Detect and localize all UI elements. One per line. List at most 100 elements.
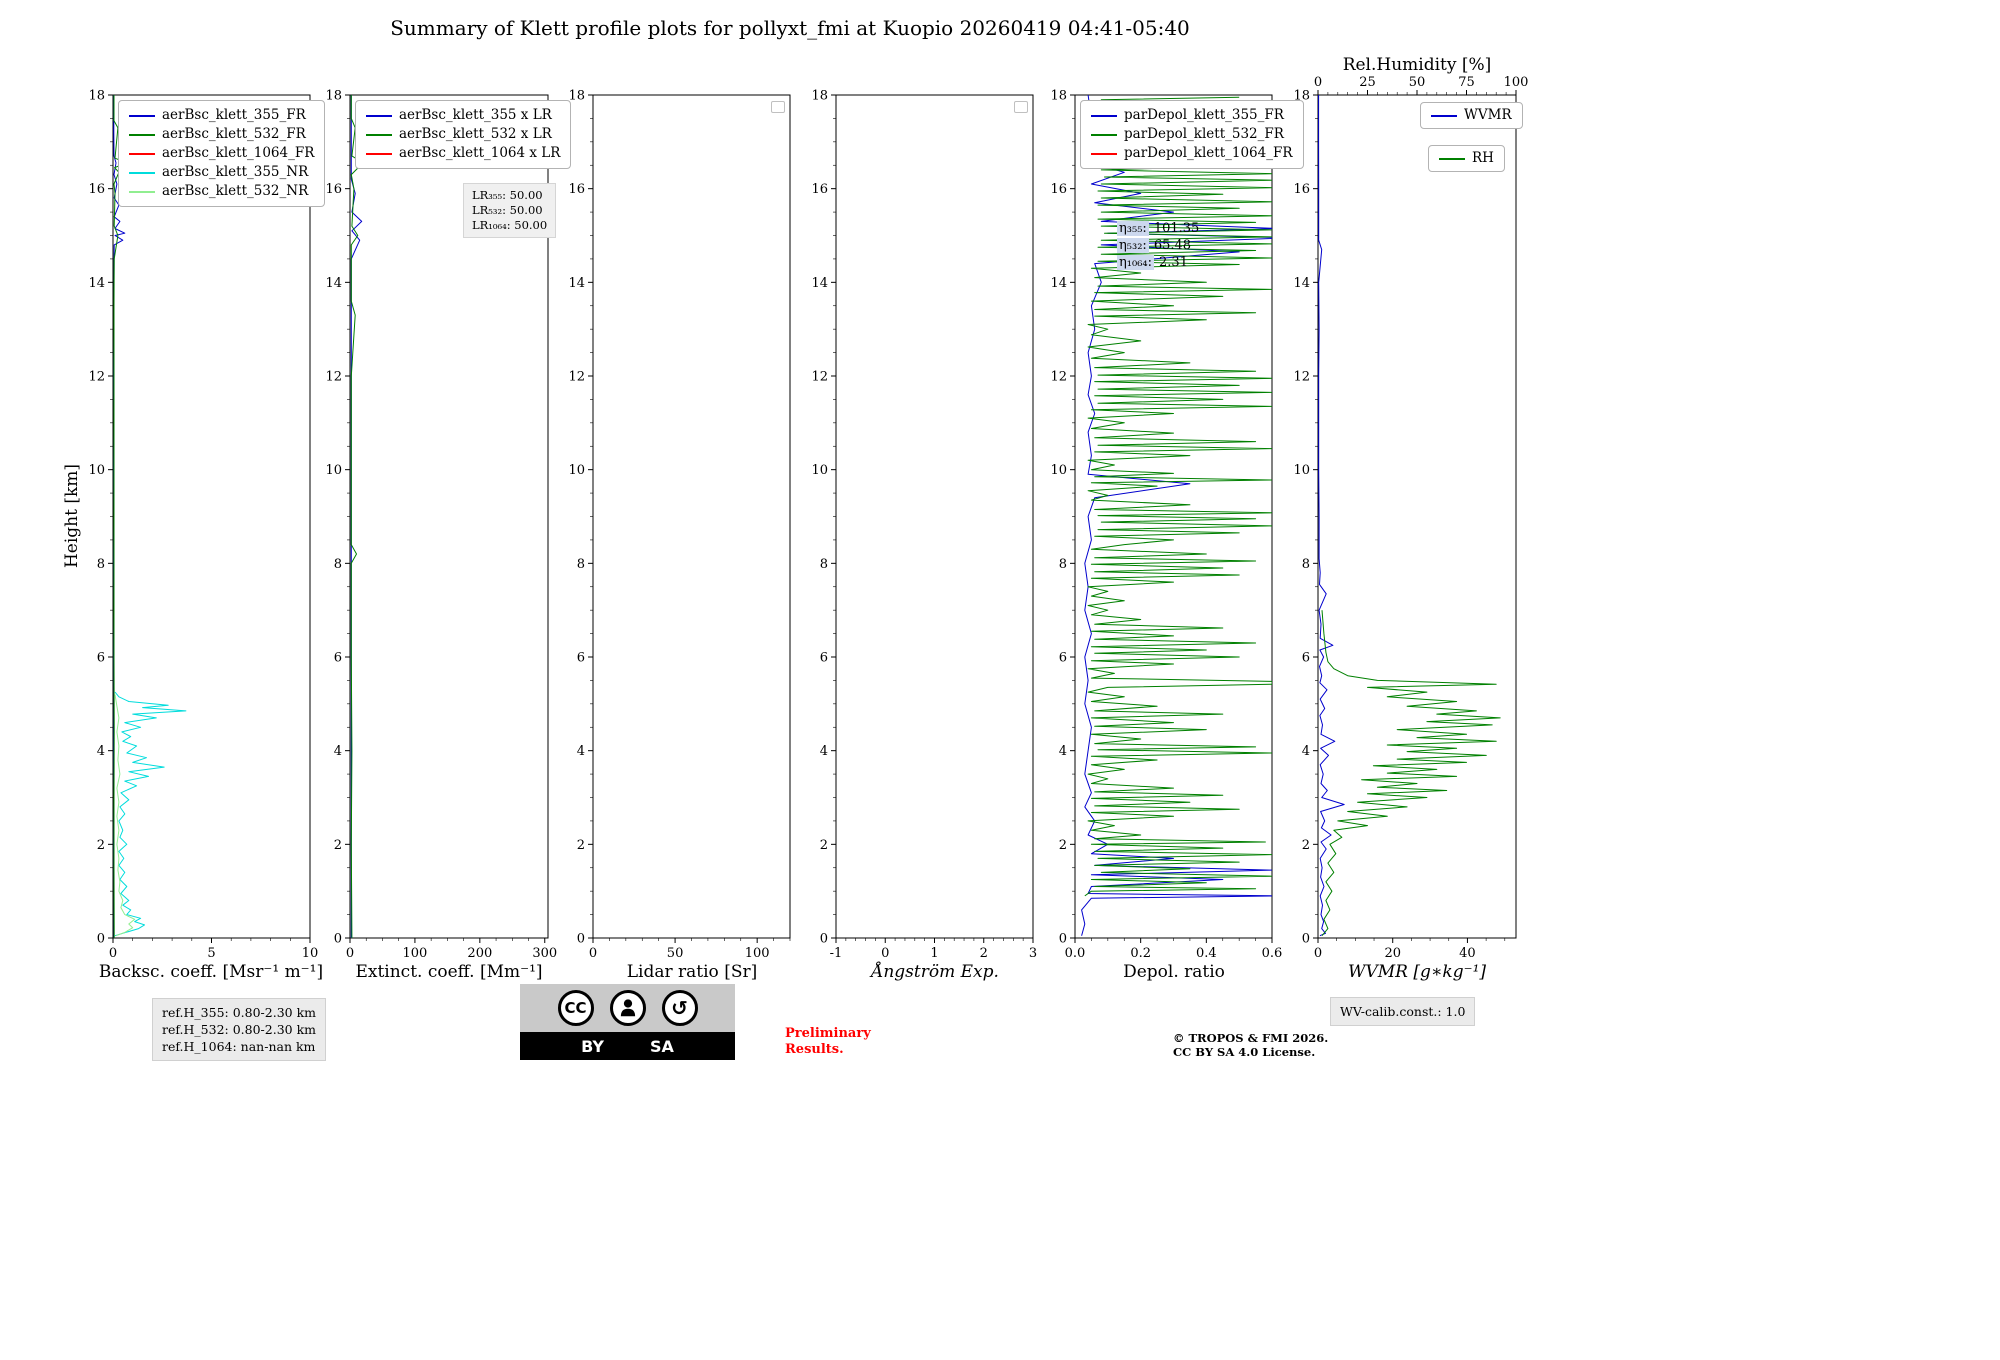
legend-label: aerBsc_klett_355_FR xyxy=(162,107,306,123)
top-axis-label-rel-humidity: Rel.Humidity [%] xyxy=(1342,55,1492,75)
legend-item: RH xyxy=(1439,149,1494,168)
svg-text:12: 12 xyxy=(1293,370,1310,385)
lidar-ratio-values-box: LR₃₅₅: 50.00 LR₅₃₂: 50.00 LR₁₀₆₄: 50.00 xyxy=(463,183,557,238)
cc-by-label: BY xyxy=(581,1036,604,1056)
svg-text:0: 0 xyxy=(1314,75,1322,90)
panel-depol-ratio: 0 2 4 6 8 10 12 14 16 18 0.0 0.2 0.4 0.6 xyxy=(1050,89,1283,962)
legend-line-icon xyxy=(129,114,155,117)
svg-text:0: 0 xyxy=(334,932,342,947)
lr-355-value: LR₃₅₅: 50.00 xyxy=(472,188,543,202)
svg-text:100: 100 xyxy=(403,946,428,961)
cc-logo-icon: CC xyxy=(557,990,594,1026)
wv-calibration-box: WV-calib.const.: 1.0 xyxy=(1330,997,1476,1026)
series-aerBsc_klett_532_NR xyxy=(114,694,136,937)
eta-532-value: 65.48 xyxy=(1153,238,1192,253)
panel-backscatter: 0 2 4 6 8 10 12 14 16 18 0 5 10 xyxy=(88,89,318,962)
cc-sa-label: SA xyxy=(650,1036,674,1056)
svg-text:6: 6 xyxy=(1059,651,1067,666)
legend-label: aerBsc_klett_1064_FR xyxy=(162,145,315,161)
legend-depol: parDepol_klett_355_FR parDepol_klett_532… xyxy=(1080,100,1304,169)
svg-text:0.6: 0.6 xyxy=(1262,946,1283,961)
legend-label: RH xyxy=(1472,150,1494,166)
legend-item: parDepol_klett_355_FR xyxy=(1091,106,1293,125)
panel-extinction: 0 2 4 6 8 10 12 14 16 18 0 100 200 300 xyxy=(325,89,557,962)
legend-label: aerBsc_klett_1064 x LR xyxy=(399,145,561,161)
eta-355-label: η₃₅₅: xyxy=(1117,221,1149,236)
series-aerBsc_klett_532_FR xyxy=(113,95,128,938)
svg-text:75: 75 xyxy=(1458,75,1475,90)
svg-text:12: 12 xyxy=(325,370,342,385)
svg-text:10: 10 xyxy=(88,463,105,478)
svg-text:14: 14 xyxy=(88,276,105,291)
svg-text:10: 10 xyxy=(811,463,828,478)
ref-h-532: ref.H_532: 0.80-2.30 km xyxy=(162,1022,317,1037)
svg-text:16: 16 xyxy=(811,182,828,197)
svg-text:10: 10 xyxy=(325,463,342,478)
svg-text:6: 6 xyxy=(1302,651,1310,666)
ref-h-355: ref.H_355: 0.80-2.30 km xyxy=(162,1005,317,1020)
cc-by-person-icon xyxy=(609,990,646,1026)
series-RH xyxy=(1321,610,1501,937)
legend-line-icon xyxy=(1091,152,1117,155)
svg-text:10: 10 xyxy=(1050,463,1067,478)
svg-text:200: 200 xyxy=(467,946,492,961)
preliminary-line2: Results. xyxy=(785,1042,844,1057)
svg-text:12: 12 xyxy=(811,370,828,385)
legend-line-icon xyxy=(129,152,155,155)
svg-text:0: 0 xyxy=(1059,932,1067,947)
svg-text:12: 12 xyxy=(568,370,585,385)
svg-text:4: 4 xyxy=(1059,744,1067,759)
copyright-note: © TROPOS & FMI 2026. CC BY SA 4.0 Licens… xyxy=(1173,1031,1328,1059)
legend-extinction: aerBsc_klett_355 x LR aerBsc_klett_532 x… xyxy=(355,100,572,169)
svg-text:300: 300 xyxy=(532,946,557,961)
svg-text:0: 0 xyxy=(1302,932,1310,947)
svg-text:18: 18 xyxy=(325,89,342,104)
svg-text:8: 8 xyxy=(334,557,342,572)
svg-text:40: 40 xyxy=(1459,946,1476,961)
legend-item: parDepol_klett_532_FR xyxy=(1091,125,1293,144)
svg-text:100: 100 xyxy=(1504,75,1529,90)
svg-text:4: 4 xyxy=(1302,744,1310,759)
legend-item: aerBsc_klett_1064 x LR xyxy=(366,144,560,163)
svg-text:8: 8 xyxy=(1059,557,1067,572)
legend-item: aerBsc_klett_1064_FR xyxy=(129,144,314,163)
legend-line-icon xyxy=(366,114,392,117)
svg-text:18: 18 xyxy=(88,89,105,104)
svg-text:18: 18 xyxy=(1050,89,1067,104)
eta-1064-label: η₁₀₆₄: xyxy=(1117,255,1155,270)
ref-h-1064: ref.H_1064: nan-nan km xyxy=(162,1039,316,1054)
svg-text:0: 0 xyxy=(1314,946,1322,961)
svg-text:18: 18 xyxy=(811,89,828,104)
svg-text:8: 8 xyxy=(1302,557,1310,572)
legend-label: parDepol_klett_532_FR xyxy=(1124,126,1284,142)
legend-angstroem-empty xyxy=(1014,101,1028,113)
eta-1064-row: η₁₀₆₄: 2.31 xyxy=(1117,254,1199,271)
preliminary-results-note: Preliminary Results. xyxy=(785,1026,871,1058)
svg-text:50: 50 xyxy=(1409,75,1426,90)
svg-text:14: 14 xyxy=(811,276,828,291)
cc-badge-icons: CC ↺ xyxy=(520,984,735,1032)
svg-text:10: 10 xyxy=(568,463,585,478)
legend-line-icon xyxy=(366,152,392,155)
svg-text:6: 6 xyxy=(334,651,342,666)
lr-1064-value: LR₁₀₆₄: 50.00 xyxy=(472,218,548,232)
svg-text:2: 2 xyxy=(334,838,342,853)
preliminary-line1: Preliminary xyxy=(785,1026,871,1041)
eta-355-row: η₃₅₅: 101.35 xyxy=(1117,220,1199,237)
svg-text:8: 8 xyxy=(97,557,105,572)
svg-text:0.2: 0.2 xyxy=(1130,946,1151,961)
lr-532-value: LR₅₃₂: 50.00 xyxy=(472,203,543,217)
svg-text:16: 16 xyxy=(1050,182,1067,197)
svg-text:18: 18 xyxy=(568,89,585,104)
legend-item: aerBsc_klett_355_FR xyxy=(129,106,314,125)
depol-calibration-box: η₃₅₅: 101.35 η₅₃₂: 65.48 η₁₀₆₄: 2.31 xyxy=(1117,220,1199,271)
svg-text:18: 18 xyxy=(1293,89,1310,104)
reference-height-box: ref.H_355: 0.80-2.30 km ref.H_532: 0.80-… xyxy=(152,998,327,1061)
legend-wvmr: WVMR xyxy=(1420,102,1523,129)
svg-text:16: 16 xyxy=(88,182,105,197)
svg-text:2: 2 xyxy=(577,838,585,853)
svg-text:14: 14 xyxy=(325,276,342,291)
legend-item: parDepol_klett_1064_FR xyxy=(1091,144,1293,163)
